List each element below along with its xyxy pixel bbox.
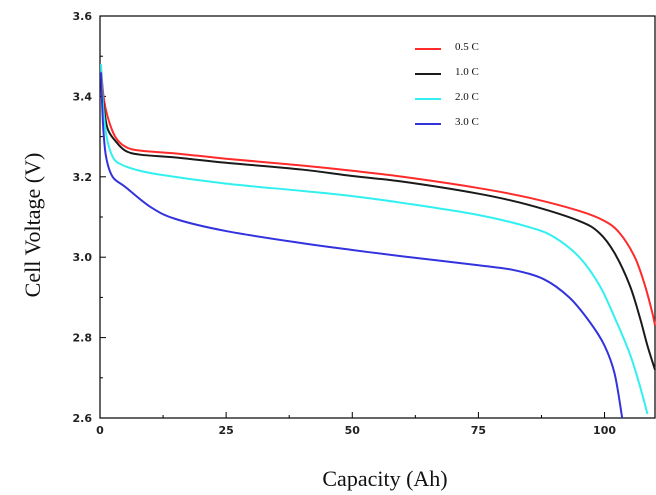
x-tick-label: 75 <box>471 424 486 437</box>
y-tick-label: 3.0 <box>73 251 93 264</box>
y-tick-label: 3.4 <box>73 90 93 103</box>
series-line-3 <box>100 64 649 415</box>
y-tick-label: 2.6 <box>73 412 93 425</box>
chart-axes <box>99 15 656 419</box>
legend: 0.5 C 1.0 C 2.0 C 3.0 C <box>415 41 479 128</box>
x-tick-label: 0 <box>96 424 104 437</box>
legend-label: 1.0 C <box>455 66 479 78</box>
series-line-1 <box>100 68 656 326</box>
legend-label: 0.5 C <box>455 41 479 53</box>
y-axis-ticks: 2.6 2.8 3.0 3.2 3.4 3.6 <box>73 10 106 425</box>
x-tick-label: 50 <box>345 424 361 437</box>
x-axis-ticks: 0 25 50 75 100 <box>96 412 616 437</box>
x-tick-label: 100 <box>593 424 616 437</box>
y-tick-label: 3.2 <box>73 171 93 184</box>
legend-label: 3.0 C <box>455 116 479 128</box>
x-axis-title: Capacity (Ah) <box>322 466 447 491</box>
x-tick-label: 25 <box>218 424 233 437</box>
series-line-4 <box>100 72 624 419</box>
series-line-2 <box>100 76 656 371</box>
y-tick-label: 2.8 <box>73 332 93 345</box>
plot-frame <box>99 15 656 419</box>
legend-label: 2.0 C <box>455 91 479 103</box>
y-tick-label: 3.6 <box>73 10 93 23</box>
y-axis-title: Cell Voltage (V) <box>20 153 45 298</box>
series-lines <box>100 64 656 419</box>
